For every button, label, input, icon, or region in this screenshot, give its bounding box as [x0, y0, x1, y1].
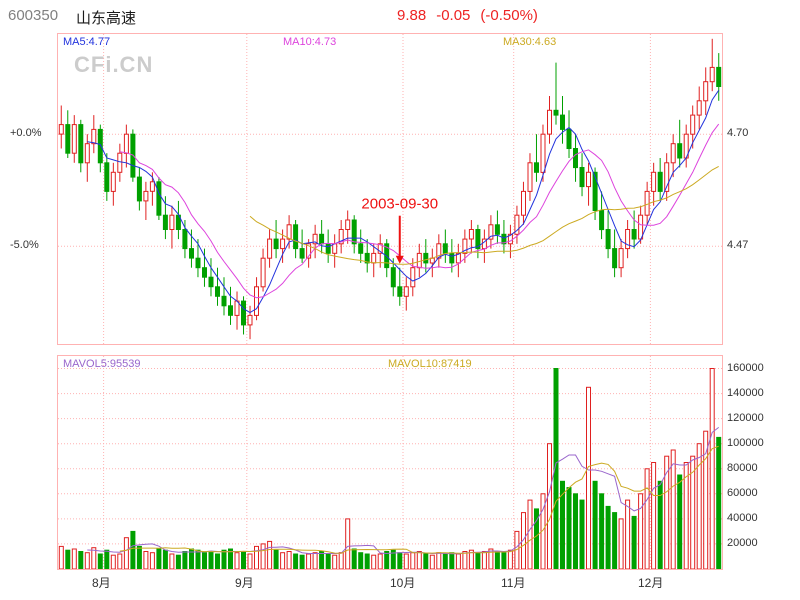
price-panel: CFi.CN 2003-09-30 MA5:4.77 MA10:4.73 MA3…: [57, 33, 723, 345]
candlestick-chart: 2003-09-30: [58, 34, 722, 344]
last-price: 9.88: [397, 7, 427, 24]
price-change: -0.05: [436, 7, 471, 24]
month-label-nov: 11月: [501, 576, 526, 590]
volume-tick-100000: 100000: [727, 437, 764, 449]
volume-tick-80000: 80000: [727, 462, 758, 474]
volume-chart: [58, 356, 722, 569]
month-label-aug: 8月: [92, 576, 111, 590]
volume-tick-60000: 60000: [727, 487, 758, 499]
stock-code: 600350: [8, 7, 59, 24]
stock-quote: 9.88 -0.05 (-0.50%): [397, 7, 548, 24]
volume-tick-40000: 40000: [727, 512, 758, 524]
price-change-pct: (-0.50%): [480, 7, 538, 24]
stock-name: 山东高速: [76, 10, 137, 27]
watermark-logo: CFi.CN: [74, 52, 154, 77]
ma30-label: MA30:4.63: [503, 36, 557, 48]
mavol5-label: MAVOL5:95539: [63, 358, 141, 370]
ma10-label: MA10:4.73: [283, 36, 337, 48]
volume-panel: MAVOL5:95539 MAVOL10:87419: [57, 355, 723, 570]
month-label-oct: 10月: [390, 576, 416, 590]
ma5-label: MA5:4.77: [63, 36, 111, 48]
price-left-tick-0: +0.0%: [10, 127, 42, 139]
volume-tick-120000: 120000: [727, 412, 764, 424]
price-left-tick-1: -5.0%: [10, 239, 39, 251]
price-right-tick-1: 4.47: [727, 239, 749, 251]
volume-tick-20000: 20000: [727, 537, 758, 549]
volume-tick-140000: 140000: [727, 387, 764, 399]
month-label-dec: 12月: [638, 576, 664, 590]
annotation-date: 2003-09-30: [361, 196, 438, 213]
month-label-sep: 9月: [235, 576, 254, 590]
volume-tick-160000: 160000: [727, 362, 764, 374]
mavol10-label: MAVOL10:87419: [388, 358, 472, 370]
price-right-tick-0: 4.70: [727, 127, 749, 139]
